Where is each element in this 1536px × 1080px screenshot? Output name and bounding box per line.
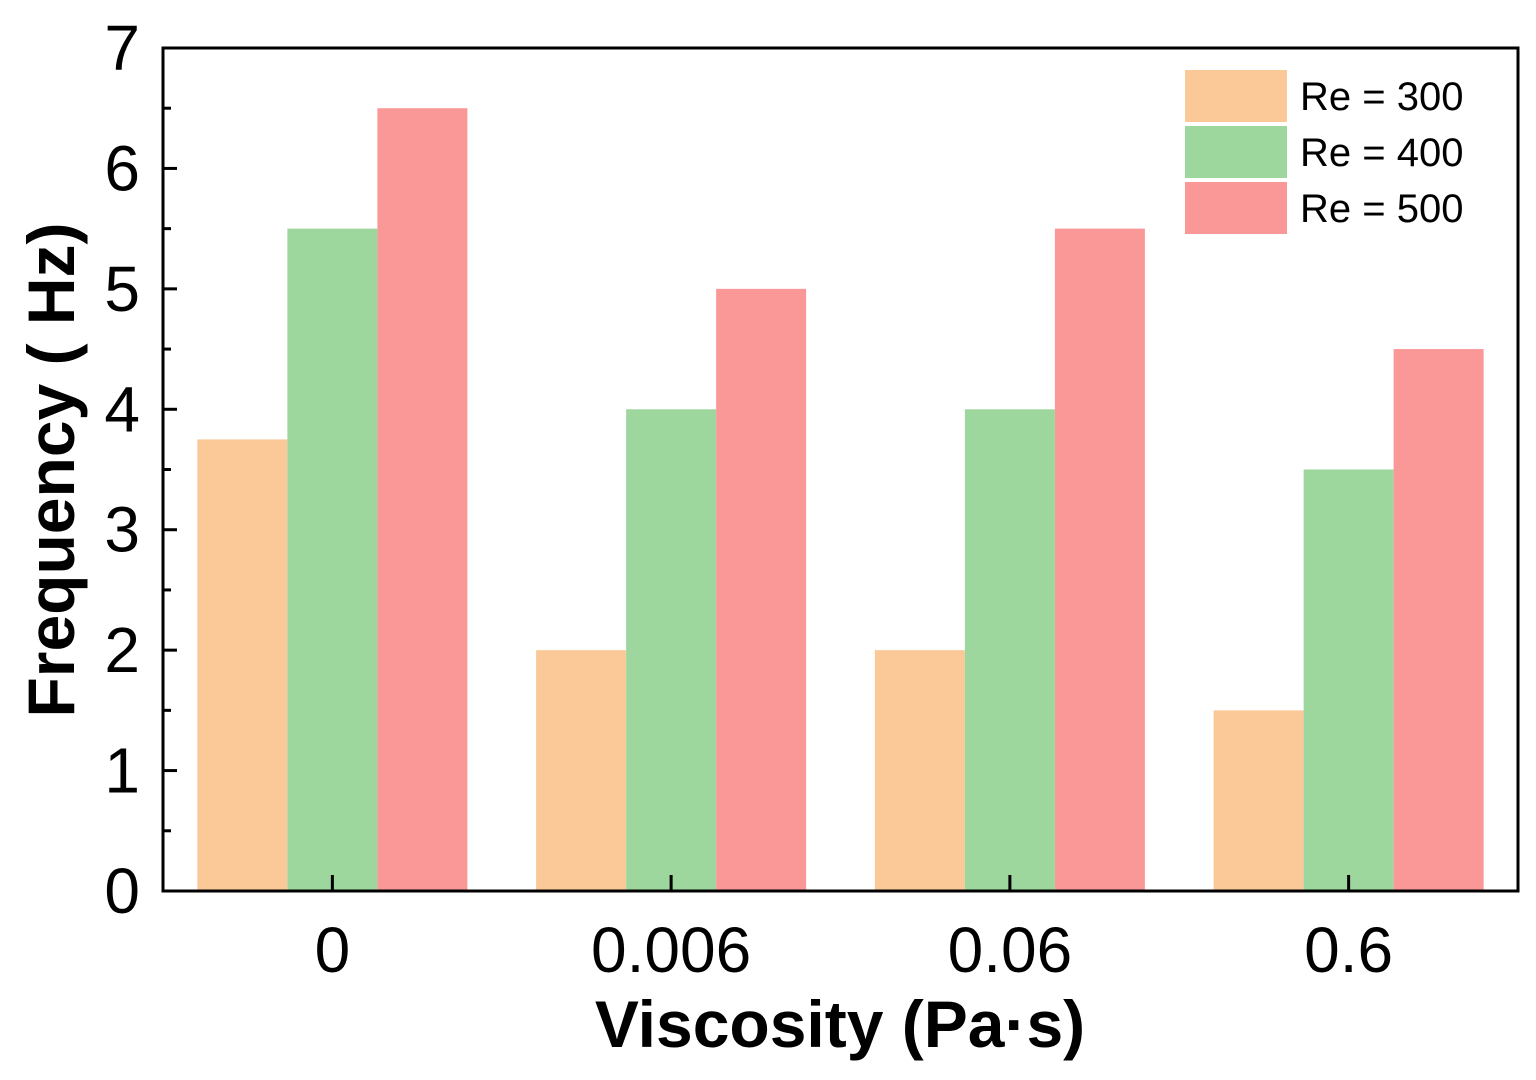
bar-re-400-0.6 [1303, 469, 1394, 891]
y-tick-label: 2 [104, 614, 140, 686]
legend-swatch [1185, 70, 1287, 122]
bar-re-500-0.06 [1054, 228, 1145, 892]
bar-re-500-0.6 [1393, 349, 1484, 892]
y-tick-label: 0 [104, 855, 140, 927]
y-tick-label: 1 [104, 735, 140, 807]
bar-re-300-0.6 [1213, 710, 1304, 891]
axis-ticks [163, 46, 1351, 893]
legend-label: Re = 300 [1300, 75, 1463, 119]
x-tick-label: 0.006 [591, 914, 751, 986]
bar-re-300-0.06 [874, 650, 965, 891]
bar-re-500-0 [377, 108, 468, 891]
y-axis-title: Frequency ( Hz) [14, 222, 88, 717]
x-tick-label: 0.6 [1304, 914, 1393, 986]
legend-swatch [1185, 126, 1287, 178]
y-tick-label: 3 [104, 494, 140, 566]
bar-re-400-0.006 [626, 409, 717, 891]
bar-re-300-0.006 [536, 650, 627, 891]
bar-re-300-0 [197, 439, 288, 891]
x-tick-label: 0.06 [948, 914, 1073, 986]
bar-re-500-0.006 [716, 288, 807, 891]
bar-re-400-0 [287, 228, 378, 892]
y-tick-labels: 0 1 2 3 4 5 6 7 [104, 12, 140, 927]
y-tick-label: 6 [104, 132, 140, 204]
legend-label: Re = 400 [1300, 131, 1463, 175]
bar-re-400-0.06 [964, 409, 1055, 891]
x-tick-labels: 0 0.006 0.06 0.6 [315, 914, 1394, 986]
legend-label: Re = 500 [1300, 187, 1463, 231]
x-axis-title: Viscosity (Pa·s) [595, 987, 1085, 1061]
y-tick-label: 7 [104, 12, 140, 84]
y-tick-label: 5 [104, 253, 140, 325]
x-tick-label: 0 [315, 914, 351, 986]
y-tick-label: 4 [104, 373, 140, 445]
legend: Re = 300 Re = 400 Re = 500 [1185, 70, 1463, 234]
legend-swatch [1185, 182, 1287, 234]
bars-group [197, 108, 1484, 892]
